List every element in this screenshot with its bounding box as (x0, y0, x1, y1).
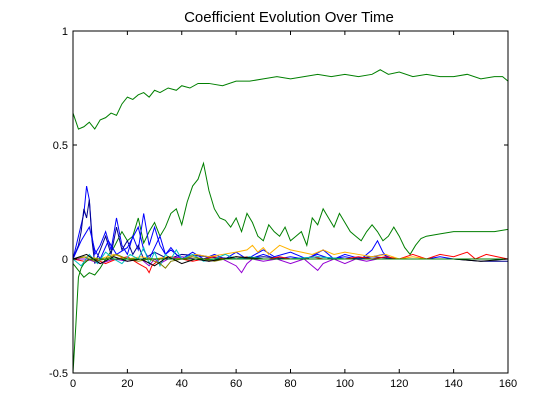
x-tick-label: 140 (444, 378, 462, 390)
series-line-7 (73, 244, 508, 260)
chart-title: Coefficient Evolution Over Time (184, 9, 394, 26)
x-tick-label: 80 (284, 378, 296, 390)
series-line-5 (73, 225, 508, 261)
series-line-1 (73, 69, 508, 130)
x-tick-label: 160 (499, 378, 517, 390)
y-tick-label: 0 (62, 254, 68, 266)
series-line-2 (73, 161, 508, 278)
y-tick-label: 1 (62, 26, 68, 38)
y-tick-label: 0.5 (53, 140, 68, 152)
series-layer (73, 69, 508, 373)
series-line-12 (73, 258, 508, 373)
axes-layer: 0 20 40 60 80 100 120 140 160-0.500.51 (49, 26, 517, 390)
x-tick-label: 120 (390, 378, 408, 390)
x-tick-label: 40 (176, 378, 188, 390)
x-tick-label: 20 (121, 378, 133, 390)
x-tick-label: 0 (70, 378, 76, 390)
x-tick-label: 60 (230, 378, 242, 390)
x-tick-label: 100 (336, 378, 354, 390)
y-tick-label: -0.5 (49, 368, 68, 380)
